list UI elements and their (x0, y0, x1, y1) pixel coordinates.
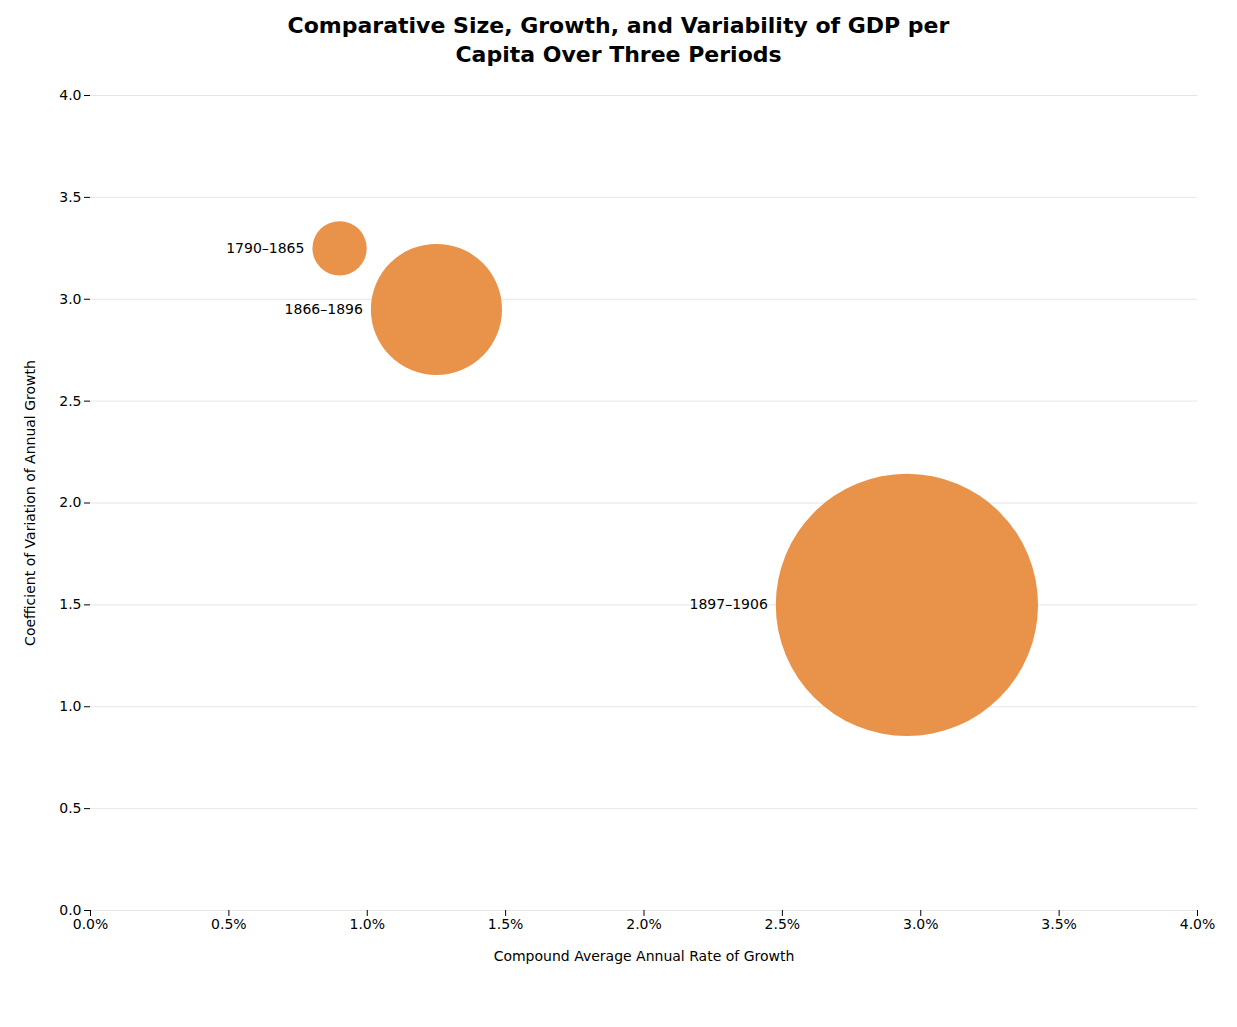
svg-text:2.0%: 2.0% (626, 917, 662, 933)
svg-text:3.5: 3.5 (59, 189, 81, 205)
svg-text:1.5%: 1.5% (488, 917, 524, 933)
svg-text:3.0: 3.0 (59, 291, 81, 307)
svg-text:1.0%: 1.0% (349, 917, 385, 933)
svg-text:2.5%: 2.5% (765, 917, 801, 933)
svg-text:0.0: 0.0 (59, 902, 82, 919)
svg-text:1790–1865: 1790–1865 (226, 240, 304, 256)
svg-text:4.0: 4.0 (59, 87, 81, 103)
svg-text:2.0: 2.0 (59, 495, 81, 511)
svg-text:4.0%: 4.0% (1180, 917, 1216, 933)
svg-text:1897–1906: 1897–1906 (690, 597, 768, 613)
svg-text:2.5: 2.5 (59, 393, 81, 409)
svg-text:0.0%: 0.0% (73, 917, 109, 933)
svg-text:3.5%: 3.5% (1041, 917, 1077, 933)
svg-text:1.5: 1.5 (59, 597, 81, 613)
svg-text:0.5%: 0.5% (211, 917, 247, 933)
svg-text:Coefficient of Variation of An: Coefficient of Variation of Annual Growt… (22, 360, 38, 646)
svg-text:0.5: 0.5 (59, 800, 81, 816)
svg-text:1.0: 1.0 (59, 698, 81, 714)
svg-text:1866–1896: 1866–1896 (285, 301, 363, 317)
svg-text:Compound Average Annual Rate o: Compound Average Annual Rate of Growth (494, 948, 795, 964)
svg-text:3.0%: 3.0% (903, 917, 939, 933)
html-text:Comparative Size, Growth, and: Comparative Size, Growth, and Variabilit… (287, 13, 950, 67)
